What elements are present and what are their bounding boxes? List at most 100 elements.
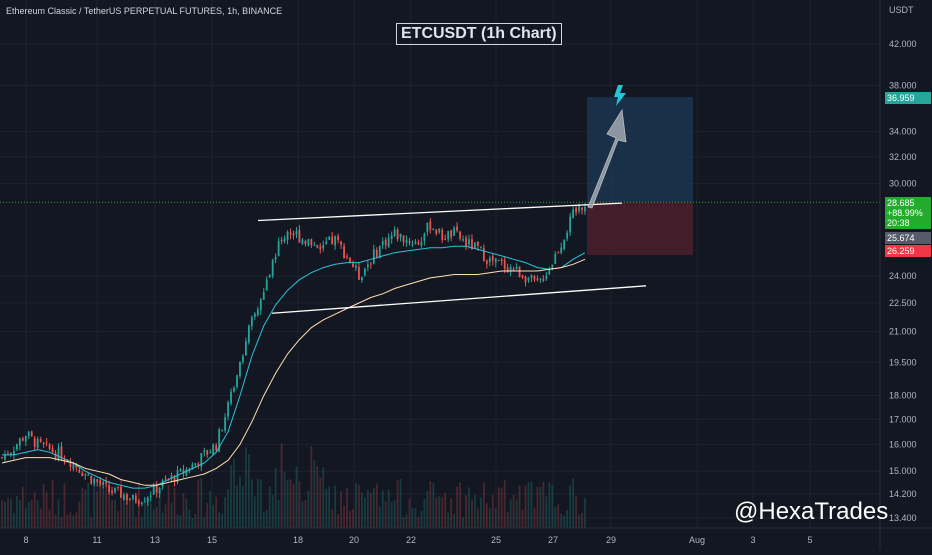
volume-bar <box>450 498 453 528</box>
volume-bar <box>554 507 557 528</box>
x-tick-label: 25 <box>491 535 501 545</box>
candle-body <box>444 239 447 241</box>
ema_fast-line <box>2 245 586 489</box>
candle-body <box>221 429 224 431</box>
support-trendline <box>271 285 647 314</box>
volume-bar <box>140 516 143 528</box>
volume-bar <box>369 492 372 528</box>
candle-body <box>542 279 545 281</box>
y-tick-label: 18.000 <box>889 391 917 401</box>
volume-bar <box>355 483 357 528</box>
volume-bar <box>4 501 6 528</box>
volume-bar <box>245 447 247 528</box>
candle-body <box>560 247 563 253</box>
candle-body <box>468 239 470 245</box>
volume-bar <box>230 464 232 528</box>
y-tick-label: 24.000 <box>889 271 917 281</box>
volume-bar <box>494 508 497 528</box>
candle-body <box>343 246 345 259</box>
volume-bar <box>48 509 51 528</box>
candle-body <box>57 447 60 459</box>
volume-bar <box>456 486 458 528</box>
candle-body <box>36 438 39 448</box>
volume-bar <box>301 501 304 528</box>
volume-bar <box>129 501 131 528</box>
candle-body <box>179 469 182 471</box>
candle-body <box>27 431 30 437</box>
candle-body <box>78 469 81 473</box>
candle-body <box>417 242 420 245</box>
candle-body <box>554 253 557 264</box>
volume-bar <box>200 478 203 528</box>
candle-body <box>277 241 280 257</box>
candle-body <box>152 484 155 495</box>
candle-body <box>301 239 304 244</box>
candle-body <box>143 501 146 503</box>
candle-body <box>212 444 215 455</box>
candle-body <box>429 221 432 230</box>
candle-body <box>146 497 149 503</box>
candle-body <box>224 417 226 431</box>
y-tick-label: 15.000 <box>889 466 917 476</box>
candle-body <box>137 501 140 504</box>
candle-body <box>462 239 464 241</box>
candle-body <box>242 356 244 362</box>
candle-body <box>584 206 586 212</box>
volume-bar <box>539 486 542 528</box>
candle-body <box>399 233 402 238</box>
candle-body <box>521 275 524 278</box>
candle-body <box>176 470 179 483</box>
candle-body <box>140 502 143 505</box>
candle-body <box>557 252 560 254</box>
volume-bar <box>337 514 340 528</box>
volume-bar <box>468 487 470 528</box>
volume-bar <box>117 511 119 528</box>
candle-body <box>390 235 393 240</box>
x-tick-label: 11 <box>92 535 101 545</box>
volume-bar <box>384 501 387 528</box>
volume-bar <box>352 508 354 528</box>
candle-body <box>185 469 188 476</box>
volume-bar <box>551 484 554 528</box>
symbol-header: Ethereum Classic / TetherUS PERPETUAL FU… <box>6 6 283 16</box>
volume-bar <box>256 478 259 528</box>
candle-body <box>447 230 450 240</box>
volume-bar <box>182 493 185 528</box>
candle-body <box>500 259 503 262</box>
candle-body <box>129 498 131 500</box>
y-tick-label: 30.000 <box>889 179 917 189</box>
volume-bar <box>194 514 197 528</box>
candle-body <box>13 451 15 455</box>
volume-bar <box>218 512 221 528</box>
candle-body <box>340 241 342 245</box>
volume-bar <box>15 495 18 528</box>
volume-bar <box>197 479 200 528</box>
volume-bar <box>30 499 33 528</box>
candle-body <box>346 256 348 258</box>
volume-bar <box>265 509 268 528</box>
volume-bar <box>72 515 75 528</box>
candle-body <box>170 475 173 479</box>
candle-body <box>328 237 331 240</box>
candle-body <box>134 495 137 503</box>
volume-bar <box>39 508 42 528</box>
candle-body <box>450 230 453 238</box>
volume-bar <box>221 513 224 528</box>
volume-bar <box>572 478 574 528</box>
resistance-trendline <box>257 202 623 222</box>
candle-body <box>533 276 536 280</box>
volume-bar <box>328 486 331 528</box>
candle-body <box>117 487 119 489</box>
volume-bar <box>242 485 244 528</box>
volume-bar <box>316 466 319 528</box>
candle-body <box>188 470 191 472</box>
volume-bar <box>292 483 295 528</box>
last-price-tag: 28.685 +88.99% 20:38 <box>885 197 931 230</box>
candle-body <box>405 240 408 244</box>
volume-bar <box>542 481 545 528</box>
volume-bar <box>96 491 99 528</box>
volume-bar <box>108 491 110 528</box>
volume-bar <box>536 487 539 528</box>
volume-bar <box>280 443 283 528</box>
